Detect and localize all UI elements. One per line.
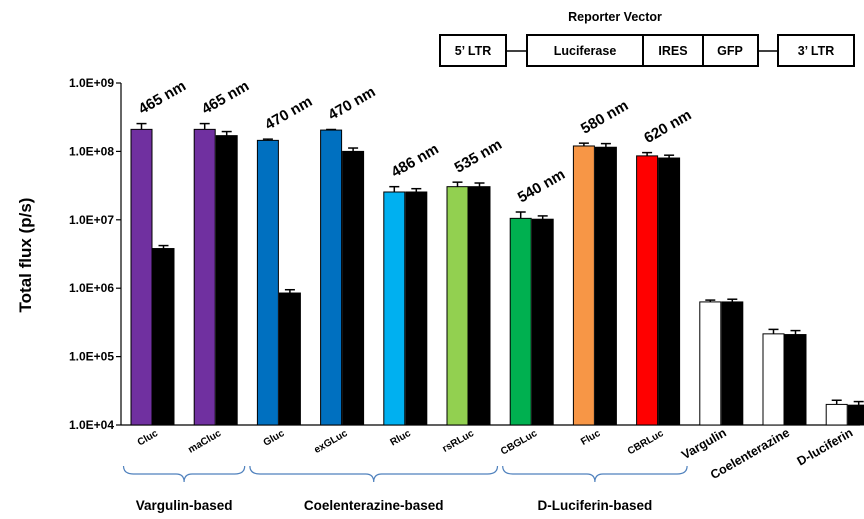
group-bracket (122, 465, 246, 483)
bar-luciferase (825, 403, 848, 426)
bar-gfp-normalized (278, 292, 301, 426)
x-tick-label: CBGLuc (499, 428, 540, 458)
bar-luciferase (193, 128, 216, 426)
vector-label-ires: IRES (658, 44, 687, 58)
bar-gfp-normalized (152, 248, 175, 426)
bar-gfp-normalized (721, 301, 744, 426)
wavelength-label: 470 nm (325, 83, 378, 124)
y-tick-label: 1.0E+06 (69, 281, 114, 295)
y-tick-label: 1.0E+05 (69, 350, 114, 364)
bars (130, 122, 864, 426)
x-tick-label: Rluc (389, 428, 414, 449)
wavelength-label: 540 nm (515, 166, 568, 207)
bar-luciferase (636, 155, 659, 426)
vector-box-3-ltr (777, 34, 855, 67)
wavelength-label: 470 nm (262, 93, 315, 134)
bar-luciferase (762, 333, 785, 426)
bar-luciferase (256, 139, 279, 426)
bar-gfp-normalized (847, 404, 864, 426)
bar-luciferase (130, 128, 153, 426)
bar-gfp-normalized (468, 186, 491, 426)
y-tick-label: 1.0E+08 (69, 144, 114, 158)
bar-gfp-normalized (594, 146, 617, 426)
x-tick-label: Fluc (579, 428, 603, 448)
bar-gfp-normalized (405, 191, 428, 426)
x-tick-label: Vargulin (679, 425, 729, 462)
wavelength-label: 620 nm (641, 106, 694, 147)
bar-gfp-normalized (784, 334, 807, 426)
bar-luciferase (383, 191, 406, 426)
bar-gfp-normalized (342, 150, 365, 426)
wavelength-label: 486 nm (388, 140, 441, 181)
wavelength-label: 465 nm (199, 77, 252, 118)
y-tick-label: 1.0E+04 (69, 418, 114, 432)
bar-gfp-normalized (658, 157, 681, 426)
vector-box-5-ltr (439, 34, 507, 67)
reporter-vector-diagram: Reporter Vector 5’ LTR Luciferase IRES G… (439, 10, 855, 67)
wavelength-label: 580 nm (578, 97, 631, 138)
group-label: Vargulin-based (136, 498, 233, 513)
y-tick-label: 1.0E+09 (69, 76, 114, 90)
bar-luciferase (699, 301, 722, 426)
x-tick-label: Cluc (136, 428, 161, 449)
bar-luciferase (446, 186, 469, 426)
x-tick-label: maCluc (186, 428, 223, 456)
group-bracket (249, 465, 499, 483)
vector-label-5-ltr: 5’ LTR (455, 44, 492, 58)
y-tick-label: 1.0E+07 (69, 213, 114, 227)
x-tick-label: D-luciferin (795, 425, 856, 468)
bar-luciferase (509, 217, 532, 426)
x-tick-label: exGLuc (312, 428, 350, 456)
vector-label-gfp: GFP (717, 44, 743, 58)
group-label: D-Luciferin-based (538, 498, 653, 513)
bar-luciferase (572, 145, 595, 426)
bar-gfp-normalized (215, 135, 238, 426)
x-tick-label: rsRLuc (441, 428, 477, 455)
vector-label-luciferase: Luciferase (554, 44, 617, 58)
x-tick-label: CBRLuc (626, 428, 666, 457)
reporter-vector-title: Reporter Vector (568, 10, 662, 24)
wavelength-label: 465 nm (136, 77, 189, 118)
wavelength-label: 535 nm (452, 136, 505, 177)
group-label: Coelenterazine-based (304, 498, 444, 513)
x-tick-label: Gluc (262, 428, 287, 449)
y-axis-title: Total flux (p/s) (16, 198, 35, 313)
bar-gfp-normalized (531, 218, 554, 426)
bar-luciferase (320, 129, 343, 426)
group-bracket (502, 465, 688, 483)
vector-label-3-ltr: 3’ LTR (798, 44, 835, 58)
